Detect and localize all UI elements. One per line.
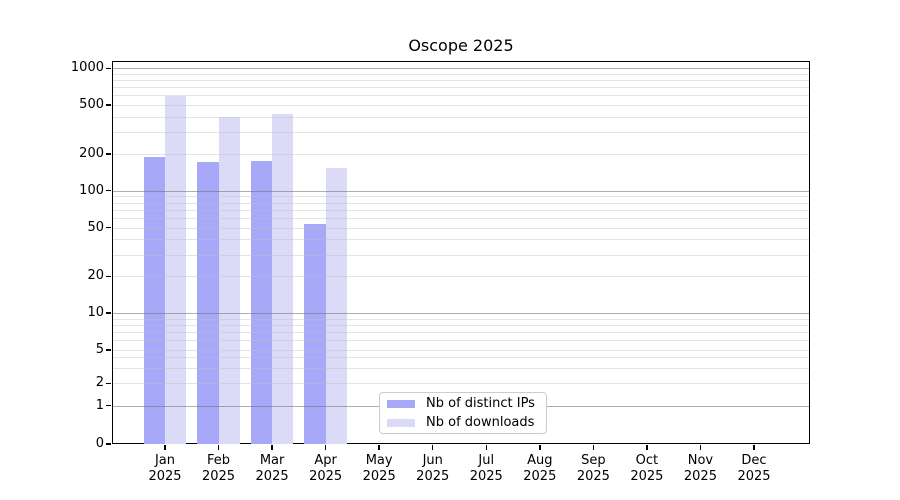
y-tick-label: 100 (79, 182, 104, 198)
y-tick-label: 1 (95, 397, 104, 413)
y-tick (106, 104, 111, 106)
x-tick (753, 445, 755, 450)
x-tick-label: Jan 2025 (148, 453, 182, 484)
legend-swatch-icon (387, 399, 415, 408)
y-tick-label: 1000 (70, 60, 104, 76)
y-tick (106, 275, 111, 277)
y-gridline-minor (113, 153, 809, 155)
x-tick-label: Apr 2025 (309, 453, 343, 484)
y-gridline-minor (113, 318, 809, 320)
bar-nb-of-distinct-ips (197, 161, 219, 444)
y-tick-label: 200 (79, 145, 104, 161)
y-tick (106, 382, 111, 384)
y-gridline-minor (113, 80, 809, 82)
y-gridline-minor (113, 332, 809, 334)
bar-nb-of-downloads (272, 114, 294, 444)
x-tick-label: Dec 2025 (737, 453, 771, 484)
y-tick (106, 349, 111, 351)
x-tick-label: Feb 2025 (201, 453, 236, 484)
bar-nb-of-downloads (165, 96, 187, 444)
y-gridline-minor (113, 276, 809, 278)
x-tick-label: Nov 2025 (683, 453, 717, 484)
legend-item-label: Nb of downloads (426, 415, 535, 430)
y-gridline-minor (113, 87, 809, 89)
x-tick-label: Jun 2025 (416, 453, 450, 484)
y-gridline-major (113, 190, 809, 192)
bar-nb-of-distinct-ips (143, 156, 165, 444)
y-gridline-minor (113, 196, 809, 198)
y-gridline-minor (113, 340, 809, 342)
x-tick (217, 445, 220, 450)
x-tick (646, 445, 648, 450)
y-gridline-minor (113, 227, 809, 229)
y-tick-label: 10 (87, 305, 104, 321)
x-tick-label: Sep 2025 (576, 453, 610, 484)
y-gridline-major (113, 68, 809, 70)
y-tick-label: 2 (95, 375, 104, 391)
y-gridline-major (113, 313, 809, 315)
y-gridline-minor (113, 367, 809, 369)
y-gridline-minor (113, 254, 809, 256)
y-gridline-minor (113, 324, 809, 326)
y-gridline-minor (113, 209, 809, 211)
bar-nb-of-downloads (325, 168, 348, 444)
y-tick (106, 67, 111, 69)
y-gridline-minor (113, 73, 809, 75)
bar-nb-of-downloads (218, 117, 240, 444)
bar-nb-of-distinct-ips (250, 160, 273, 444)
x-tick (164, 445, 166, 450)
x-tick (378, 445, 380, 450)
x-tick (592, 445, 595, 450)
y-gridline-minor (113, 202, 809, 204)
x-tick-label: Aug 2025 (523, 453, 557, 484)
y-gridline-minor (113, 132, 809, 134)
x-tick-label: May 2025 (362, 453, 396, 484)
y-tick (106, 153, 111, 155)
y-tick-label: 20 (87, 268, 104, 284)
y-tick (106, 405, 111, 407)
y-tick (106, 226, 111, 229)
y-tick (106, 190, 111, 192)
y-gridline-minor (113, 383, 809, 385)
chart-title: Oscope 2025 (408, 36, 514, 55)
bar-nb-of-distinct-ips (304, 224, 326, 444)
y-gridline-minor (113, 356, 809, 358)
x-tick (485, 445, 487, 450)
y-tick-label: 0 (95, 436, 104, 451)
x-tick-label: Jul 2025 (469, 453, 503, 484)
legend-item-label: Nb of distinct IPs (426, 396, 535, 411)
y-gridline-minor (113, 217, 809, 219)
y-gridline-minor (113, 105, 809, 107)
legend-swatch-icon (387, 418, 415, 427)
y-gridline-minor (113, 239, 809, 241)
legend-item: Nb of downloads (387, 415, 538, 430)
x-tick-label: Mar 2025 (255, 453, 289, 484)
x-tick-label: Oct 2025 (630, 453, 664, 484)
x-tick (432, 445, 434, 450)
y-tick-label: 50 (87, 219, 104, 235)
legend: Nb of distinct IPs Nb of downloads (379, 392, 547, 434)
y-gridline-minor (113, 349, 809, 351)
y-tick (106, 312, 111, 314)
x-tick (699, 445, 702, 450)
y-tick-label: 5 (95, 341, 104, 357)
y-gridline-minor (113, 117, 809, 118)
x-tick (271, 445, 273, 450)
y-tick (106, 443, 111, 445)
x-tick (324, 445, 327, 450)
y-tick-label: 500 (79, 97, 104, 113)
y-gridline-minor (113, 95, 809, 97)
legend-item: Nb of distinct IPs (387, 396, 538, 411)
x-tick (539, 445, 541, 450)
